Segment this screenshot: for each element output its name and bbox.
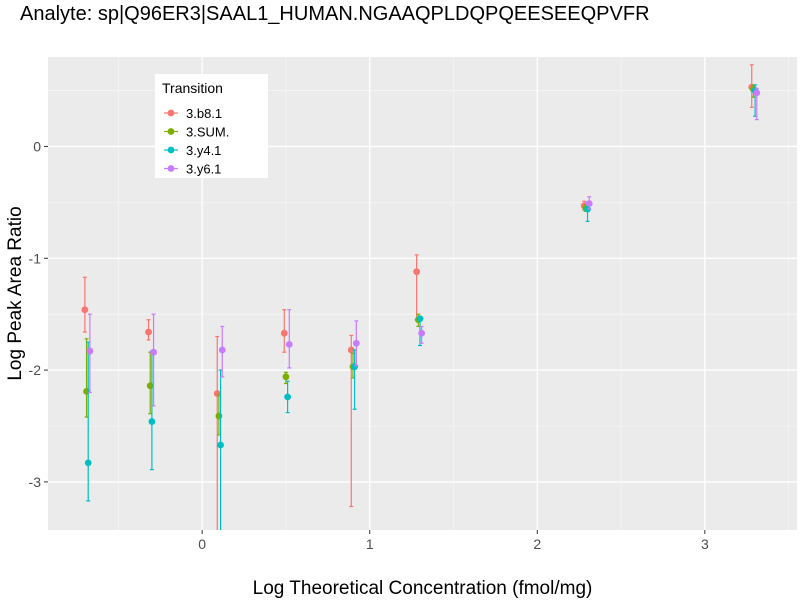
x-tick-label: 2 xyxy=(533,536,541,552)
legend-title: Transition xyxy=(162,80,223,96)
legend-key-point xyxy=(167,165,175,172)
data-point xyxy=(284,393,292,401)
series-3.y6.1 xyxy=(86,87,761,407)
legend-label: 3.y6.1 xyxy=(186,162,221,177)
data-point xyxy=(352,339,360,347)
y-tick-label: -3 xyxy=(29,474,42,490)
data-point xyxy=(347,346,355,354)
y-tick-label: 0 xyxy=(33,138,41,154)
y-axis-title: Log Peak Area Ratio xyxy=(5,206,26,380)
y-tick-label: -1 xyxy=(29,250,42,266)
legend-item-3.y6.1: 3.y6.1 xyxy=(164,162,221,177)
legend-label: 3.SUM. xyxy=(186,125,229,140)
data-point xyxy=(416,315,424,323)
x-axis-title: Log Theoretical Concentration (fmol/mg) xyxy=(253,578,593,599)
chart-title: Analyte: sp|Q96ER3|SAAL1_HUMAN.NGAAQPLDQ… xyxy=(20,3,650,25)
data-point xyxy=(280,329,288,337)
data-point xyxy=(285,340,293,348)
data-point xyxy=(83,387,90,395)
data-point xyxy=(282,373,290,381)
x-tick-label: 3 xyxy=(701,536,709,552)
data-point xyxy=(213,390,221,397)
data-point xyxy=(585,200,593,207)
legend-box xyxy=(155,74,268,178)
data-point xyxy=(86,347,94,355)
x-tick-label: 1 xyxy=(366,536,374,552)
legend-key-point xyxy=(167,128,175,135)
data-point xyxy=(413,268,421,276)
data-point xyxy=(81,306,89,314)
data-point xyxy=(146,382,154,390)
data-point xyxy=(145,328,152,336)
legend: Transition 3.b8.1 3.SUM. 3.y4.1 3.y6.1 xyxy=(155,74,268,178)
data-marks xyxy=(81,64,761,530)
legend-item-3.SUM.: 3.SUM. xyxy=(164,125,229,140)
legend-label: 3.b8.1 xyxy=(186,106,222,121)
data-point xyxy=(148,418,156,425)
legend-item-3.y4.1: 3.y4.1 xyxy=(164,143,221,158)
y-tick-label: -2 xyxy=(29,362,42,378)
axes: 0 1 2 3 0 -1 -2 -3 xyxy=(29,138,709,552)
data-point xyxy=(218,346,226,354)
data-point xyxy=(418,329,426,337)
legend-label: 3.y4.1 xyxy=(186,143,221,158)
data-point xyxy=(217,441,224,449)
data-point xyxy=(215,412,223,420)
data-point xyxy=(150,348,157,356)
legend-key-point xyxy=(167,109,175,117)
data-point xyxy=(351,363,359,371)
x-tick-label: 0 xyxy=(198,536,206,552)
legend-key-point xyxy=(167,146,175,154)
data-point xyxy=(753,89,761,97)
legend-item-3.b8.1: 3.b8.1 xyxy=(164,106,222,121)
series-3.SUM. xyxy=(83,84,757,436)
data-point xyxy=(84,459,92,467)
